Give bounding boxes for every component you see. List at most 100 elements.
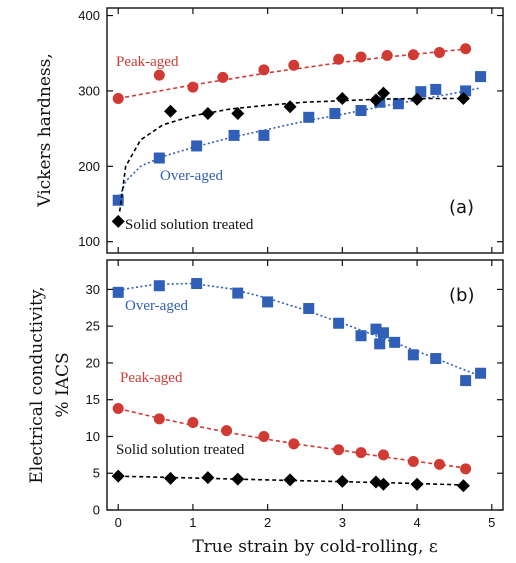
- panel-a-point-peak-aged: [433, 46, 445, 58]
- panel-b-series: [111, 278, 487, 493]
- panel-a-point-solid-solution-treated: [164, 104, 178, 118]
- panel-b-point-solid-solution-treated: [376, 477, 390, 491]
- panel-b-ytick-label: 25: [86, 319, 100, 334]
- panel-a-point-solid-solution-treated: [410, 92, 424, 106]
- panel-b-point-over-aged: [303, 303, 315, 315]
- panel-a-point-peak-aged: [355, 51, 367, 63]
- panel-b-label-over: Over-aged: [125, 298, 188, 314]
- panel-b-series-solid-solution-treated: [111, 469, 470, 493]
- panel-a-point-over-aged: [355, 105, 367, 117]
- panel-a-series-peak-aged: [112, 43, 472, 104]
- panel-a-point-peak-aged: [407, 49, 419, 61]
- panel-a-point-peak-aged: [217, 71, 229, 83]
- panel-b-point-peak-aged: [258, 430, 270, 442]
- x-axis-title: True strain by cold-rolling, ε: [192, 537, 438, 557]
- panel-a-ticks: 100 200 300 400: [78, 8, 503, 253]
- panel-a-point-peak-aged: [153, 69, 165, 81]
- panel-b-point-over-aged: [389, 336, 401, 348]
- panel-b-xtick-label: 5: [488, 515, 495, 530]
- panel-b-ylabel-line2: % IACS: [53, 352, 73, 417]
- panel-a-point-peak-aged: [288, 59, 300, 71]
- panel-b-ytick-label: 20: [86, 355, 100, 370]
- panel-a-label-peak: Peak-aged: [116, 54, 179, 70]
- panel-b-point-over-aged: [333, 317, 345, 329]
- panel-a-point-solid-solution-treated: [369, 93, 383, 107]
- panel-a-point-peak-aged: [460, 43, 472, 55]
- panel-a-point-peak-aged: [187, 81, 199, 93]
- panel-b-point-solid-solution-treated: [410, 477, 424, 491]
- panel-a-point-solid-solution-treated: [335, 91, 349, 105]
- panel-a-point-solid-solution-treated: [456, 91, 470, 105]
- panel-a-frame: [106, 7, 504, 254]
- panel-a-fit-line-peak-aged: [118, 47, 470, 100]
- panel-a-fit-line-over-aged: [117, 87, 481, 201]
- panel-b-xtick-label: 3: [339, 515, 346, 530]
- panel-b-point-solid-solution-treated: [335, 474, 349, 488]
- panel-b-point-peak-aged: [433, 458, 445, 470]
- panel-b-panel-label: (b): [449, 285, 474, 306]
- panel-a-series-over-aged: [112, 71, 487, 206]
- panel-a-point-peak-aged: [112, 92, 124, 104]
- panel-a-ytick-label: 400: [78, 8, 100, 23]
- panel-b-xtick-label: 0: [115, 515, 122, 530]
- panel-b-fit-line-peak-aged: [118, 407, 466, 469]
- panel-b-point-peak-aged: [187, 417, 199, 428]
- panel-b-point-solid-solution-treated: [456, 479, 470, 493]
- panel-a-ytick-label: 300: [78, 83, 100, 98]
- panel-b-point-solid-solution-treated: [111, 469, 125, 483]
- panel-b-point-peak-aged: [460, 463, 472, 475]
- panel-b-point-over-aged: [475, 367, 487, 379]
- panel-b-point-peak-aged: [112, 403, 124, 415]
- panel-b-ylabel-line1: Electrical conductivity,: [27, 286, 47, 483]
- panel-a-point-over-aged: [258, 129, 270, 141]
- panel-b-frame: [106, 259, 504, 511]
- panel-b-point-over-aged: [370, 323, 382, 335]
- panel-a-point-over-aged: [430, 83, 442, 95]
- panel-b-point-solid-solution-treated: [164, 471, 178, 485]
- panel-a-label-solution: Solid solution treated: [125, 217, 254, 233]
- panel-a-series: [111, 43, 487, 228]
- panel-b-ytick-label: 10: [86, 429, 100, 444]
- panel-b-point-peak-aged: [407, 455, 419, 467]
- panel-b-point-over-aged: [460, 375, 472, 387]
- panel-a-fit-line-solid-solution-treated: [118, 97, 462, 212]
- panel-b-point-over-aged: [232, 287, 244, 299]
- panel-a-point-over-aged: [191, 140, 203, 152]
- panel-b-point-over-aged: [374, 338, 386, 350]
- panel-a-ytick-label: 100: [78, 234, 100, 249]
- panel-b-point-solid-solution-treated: [201, 471, 215, 485]
- panel-b-xtick-label: 2: [264, 515, 271, 530]
- panel-a-point-solid-solution-treated: [283, 100, 297, 114]
- panel-b-point-over-aged: [430, 353, 442, 365]
- panel-b-xtick-label: 4: [413, 515, 420, 530]
- panel-a-point-solid-solution-treated: [231, 107, 245, 121]
- panel-b-series-over-aged: [112, 278, 487, 387]
- panel-a-point-over-aged: [460, 85, 472, 97]
- panel-a-point-over-aged: [153, 152, 165, 164]
- panel-b-point-over-aged: [355, 330, 367, 342]
- panel-a-point-peak-aged: [333, 53, 345, 65]
- panel-b-point-over-aged: [191, 278, 203, 290]
- panel-b-label-peak: Peak-aged: [120, 370, 183, 386]
- panel-a-point-over-aged: [392, 98, 404, 110]
- panel-a-series-solid-solution-treated: [111, 86, 470, 228]
- panel-a-point-over-aged: [303, 111, 315, 123]
- panel-b-point-solid-solution-treated: [231, 472, 245, 486]
- panel-b-point-peak-aged: [333, 444, 345, 456]
- panel-a-label-over: Over-aged: [160, 168, 223, 184]
- panel-a: 100 200 300 400 Vickers hardness, Peak-aged…: [35, 7, 504, 254]
- panel-b: 0 5 10 15 20 25 30 0 1 2 3 4 5 Electrical conductivi…: [27, 259, 504, 530]
- panel-b-point-peak-aged: [221, 425, 233, 437]
- panel-a-point-peak-aged: [258, 64, 270, 76]
- panel-b-ytick-label: 5: [93, 466, 100, 481]
- panel-a-point-over-aged: [228, 129, 240, 141]
- panel-a-ylabel: Vickers hardness,: [35, 53, 55, 208]
- panel-b-xtick-label: 1: [189, 515, 196, 530]
- panel-a-ytick-label: 200: [78, 159, 100, 174]
- panel-a-point-peak-aged: [381, 49, 393, 61]
- panel-a-panel-label: (a): [449, 197, 474, 218]
- panel-b-point-solid-solution-treated: [283, 473, 297, 487]
- panel-b-ytick-label: 0: [93, 503, 100, 518]
- panel-a-point-over-aged: [415, 86, 427, 98]
- panel-b-series-peak-aged: [112, 403, 472, 475]
